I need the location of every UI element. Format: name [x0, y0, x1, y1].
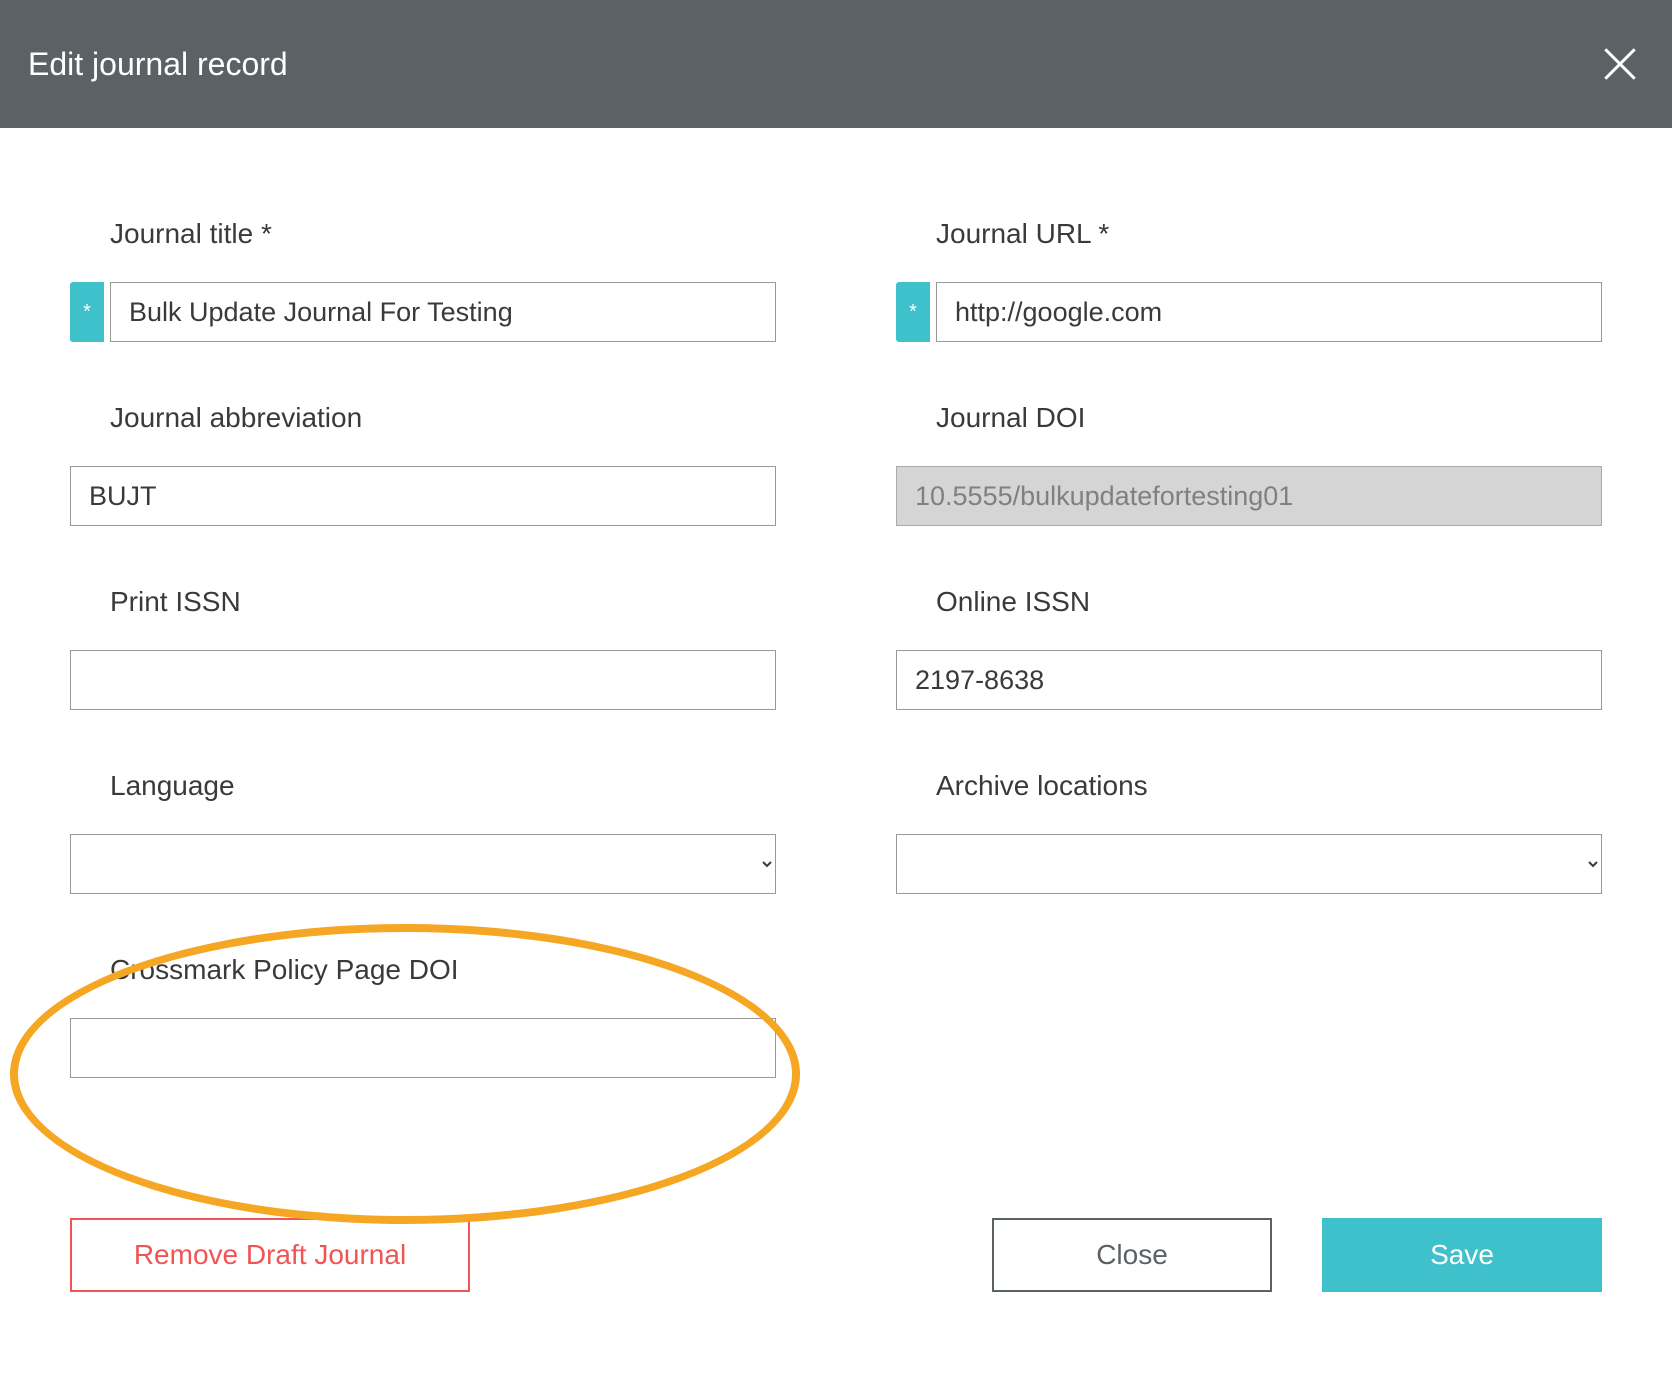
journal-abbreviation-group: Journal abbreviation: [70, 402, 776, 526]
language-group: Language: [70, 770, 776, 894]
journal-url-input[interactable]: [936, 282, 1602, 342]
print-issn-input[interactable]: [70, 650, 776, 710]
input-wrapper: [70, 1018, 776, 1078]
input-wrapper: *: [896, 282, 1602, 342]
crossmark-policy-label: Crossmark Policy Page DOI: [110, 954, 776, 986]
journal-abbreviation-label: Journal abbreviation: [110, 402, 776, 434]
online-issn-input[interactable]: [896, 650, 1602, 710]
language-label: Language: [110, 770, 776, 802]
button-row-right: Close Save: [992, 1218, 1602, 1292]
journal-title-group: Journal title * *: [70, 218, 776, 342]
archive-locations-group: Archive locations: [896, 770, 1602, 894]
journal-title-label: Journal title *: [110, 218, 776, 250]
form-container: Journal title * * Journal URL * * Journa…: [0, 128, 1672, 1332]
input-wrapper: *: [70, 282, 776, 342]
print-issn-group: Print ISSN: [70, 586, 776, 710]
required-marker-icon: *: [70, 282, 104, 342]
online-issn-group: Online ISSN: [896, 586, 1602, 710]
button-row: Remove Draft Journal Close Save: [70, 1218, 1602, 1292]
input-wrapper: [70, 834, 776, 894]
journal-abbreviation-input[interactable]: [70, 466, 776, 526]
close-icon[interactable]: [1596, 40, 1644, 88]
journal-doi-group: Journal DOI: [896, 402, 1602, 526]
journal-doi-input: [896, 466, 1602, 526]
input-wrapper: [896, 650, 1602, 710]
archive-locations-select[interactable]: [896, 834, 1602, 894]
archive-locations-label: Archive locations: [936, 770, 1602, 802]
input-wrapper: [896, 466, 1602, 526]
journal-url-group: Journal URL * *: [896, 218, 1602, 342]
input-wrapper: [70, 466, 776, 526]
print-issn-label: Print ISSN: [110, 586, 776, 618]
remove-draft-journal-button[interactable]: Remove Draft Journal: [70, 1218, 470, 1292]
language-select[interactable]: [70, 834, 776, 894]
journal-title-input[interactable]: [110, 282, 776, 342]
journal-url-label: Journal URL *: [936, 218, 1602, 250]
save-button[interactable]: Save: [1322, 1218, 1602, 1292]
journal-doi-label: Journal DOI: [936, 402, 1602, 434]
close-button[interactable]: Close: [992, 1218, 1272, 1292]
crossmark-policy-group: Crossmark Policy Page DOI: [70, 954, 776, 1078]
required-marker-icon: *: [896, 282, 930, 342]
input-wrapper: [70, 650, 776, 710]
modal-header: Edit journal record: [0, 0, 1672, 128]
empty-cell: [896, 954, 1602, 1078]
form-grid: Journal title * * Journal URL * * Journa…: [70, 218, 1602, 1078]
modal-title: Edit journal record: [28, 46, 288, 83]
input-wrapper: [896, 834, 1602, 894]
online-issn-label: Online ISSN: [936, 586, 1602, 618]
crossmark-policy-input[interactable]: [70, 1018, 776, 1078]
